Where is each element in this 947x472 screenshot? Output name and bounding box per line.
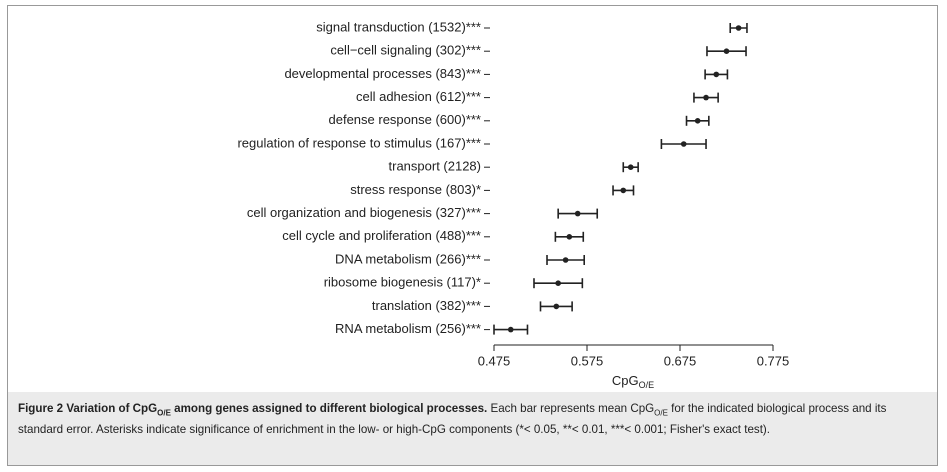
caption-text: for the indicated biological process and…	[18, 402, 887, 437]
mean-dot	[694, 118, 701, 124]
x-tick-label: 0.475	[478, 353, 511, 368]
figure-frame	[7, 5, 938, 466]
mean-dot	[713, 71, 720, 78]
x-tick-label: 0.675	[664, 353, 697, 368]
caption-text: among genes assigned to different biolog…	[170, 402, 488, 415]
y-tick-label: transport (2128)	[389, 159, 482, 174]
caption: Figure 2 Variation of CpGO/E among genes…	[8, 392, 937, 465]
mean-dot	[735, 25, 742, 31]
y-tick-label: signal transduction (1532)***	[316, 19, 481, 34]
mean-dot	[620, 187, 627, 194]
x-tick-label: 0.775	[757, 353, 790, 368]
y-tick-label: defense response (600)***	[329, 112, 482, 127]
y-tick-label: ribosome biogenesis (117)*	[324, 275, 481, 290]
mean-dot	[703, 94, 709, 101]
y-tick-label: translation (382)***	[372, 298, 481, 313]
y-tick-label: RNA metabolism (256)***	[335, 321, 481, 336]
mean-dot	[627, 164, 634, 170]
caption-text: O/E	[157, 408, 171, 418]
caption-text: O/E	[654, 408, 668, 418]
x-axis-label-sub: O/E	[639, 380, 655, 390]
x-tick-label: 0.575	[571, 353, 604, 368]
chart: CpGO/E 0.475 0.575 0.675 0.775 signal transd…	[237, 19, 790, 390]
y-tick-label: cell adhesion (612)***	[356, 89, 481, 104]
y-tick-label: cell organization and biogenesis (327)**…	[247, 205, 481, 220]
y-tick-label: stress response (803)*	[350, 182, 481, 197]
x-axis-label-main: CpG	[612, 373, 639, 388]
mean-dot	[574, 210, 581, 217]
y-tick-label: DNA metabolism (266)***	[335, 251, 481, 266]
caption-text: Figure 2 Variation of CpG	[18, 402, 158, 415]
mean-dot	[555, 280, 561, 287]
y-tick-label: developmental processes (843)***	[284, 66, 481, 81]
mean-dot	[566, 234, 573, 240]
mean-dot	[680, 141, 687, 147]
mean-dot	[723, 48, 730, 54]
mean-dot	[507, 326, 514, 333]
y-tick-label: regulation of response to stimulus (167)…	[237, 135, 481, 150]
caption-text: Each bar represents mean CpG	[487, 402, 655, 415]
y-tick-label: cell−cell signaling (302)***	[330, 43, 481, 58]
mean-dot	[553, 303, 560, 310]
x-axis-label: CpGO/E	[612, 373, 654, 390]
y-tick-label: cell cycle and proliferation (488)***	[282, 228, 481, 243]
mean-dot	[562, 257, 569, 263]
